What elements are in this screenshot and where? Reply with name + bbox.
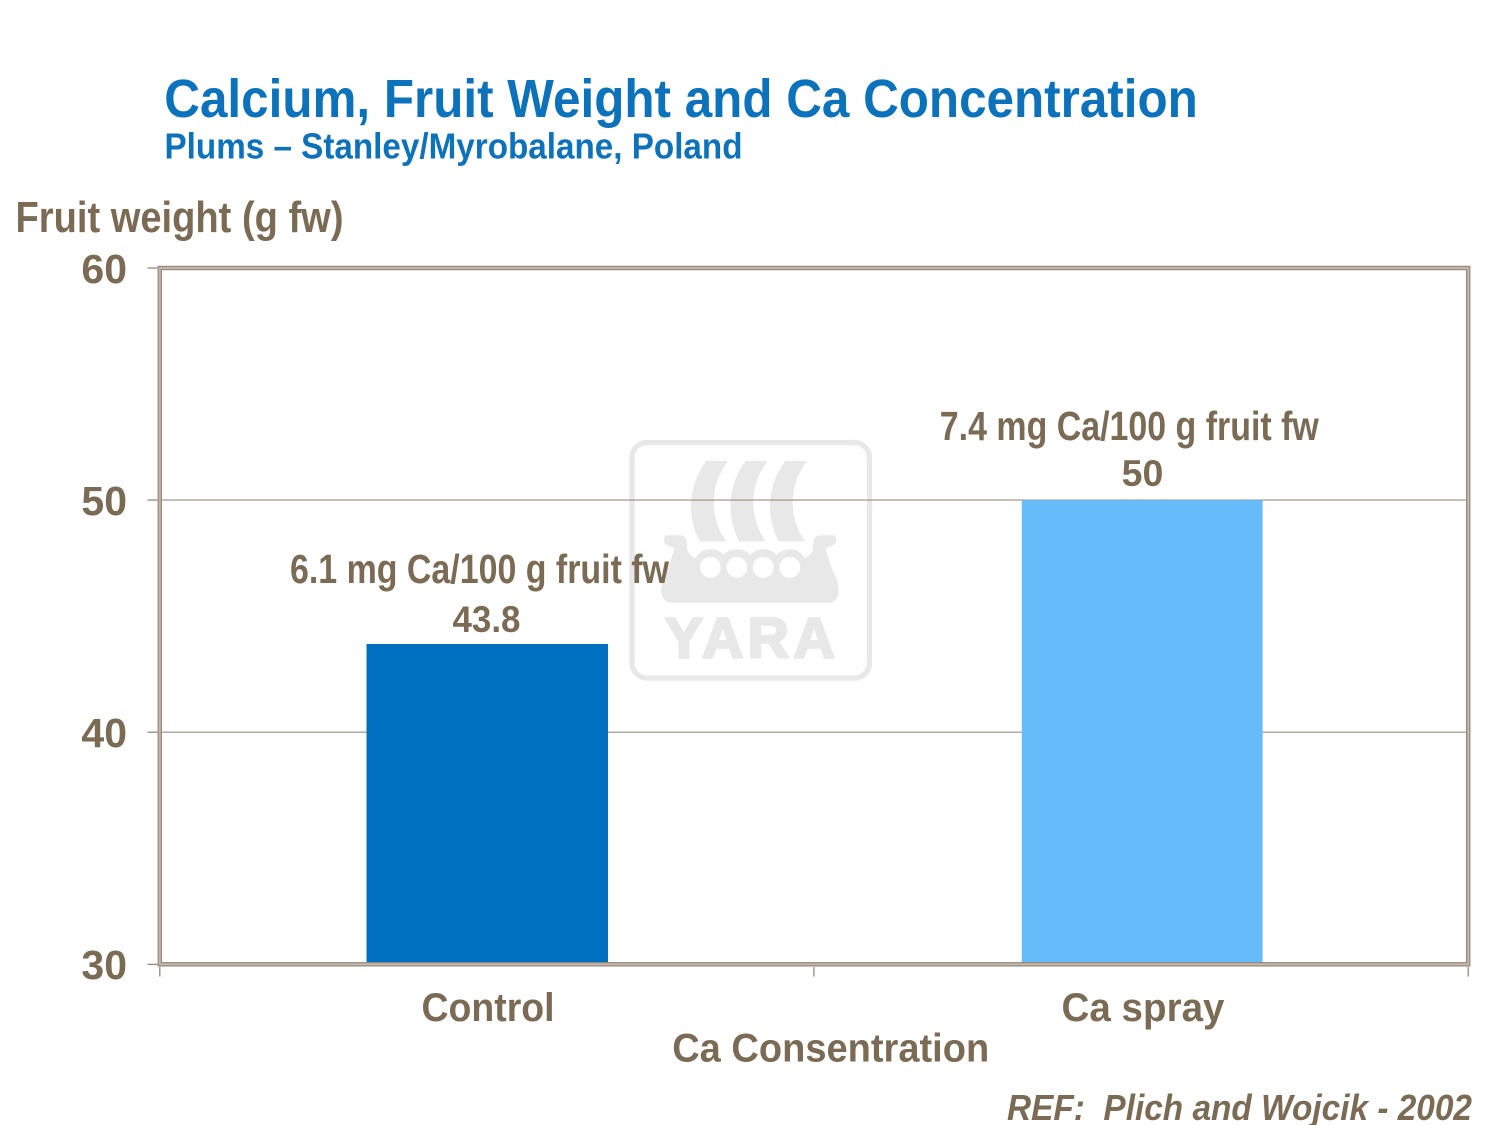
svg-text:Fruit weight (g fw): Fruit weight (g fw): [16, 193, 344, 242]
svg-text:50: 50: [1122, 452, 1164, 494]
svg-text:30: 30: [81, 942, 127, 988]
svg-text:Ca spray: Ca spray: [1062, 986, 1226, 1030]
svg-text:REF: Plich and Wojcik - 2002: REF: Plich and Wojcik - 2002: [1007, 1087, 1472, 1125]
svg-text:60: 60: [81, 246, 127, 292]
svg-text:Calcium, Fruit Weight and Ca C: Calcium, Fruit Weight and Ca Concentrati…: [164, 69, 1198, 129]
svg-text:YARA: YARA: [665, 606, 839, 670]
svg-text:6.1 mg Ca/100 g fruit fw: 6.1 mg Ca/100 g fruit fw: [290, 546, 669, 592]
svg-text:43.8: 43.8: [453, 598, 521, 640]
svg-text:Control: Control: [422, 986, 555, 1030]
svg-text:Ca Consentration: Ca Consentration: [672, 1026, 989, 1070]
svg-text:Plums – Stanley/Myrobalane, Po: Plums – Stanley/Myrobalane, Poland: [165, 125, 743, 166]
svg-text:40: 40: [81, 710, 127, 756]
svg-text:7.4 mg Ca/100 g fruit fw: 7.4 mg Ca/100 g fruit fw: [940, 403, 1319, 449]
svg-text:50: 50: [81, 478, 127, 524]
